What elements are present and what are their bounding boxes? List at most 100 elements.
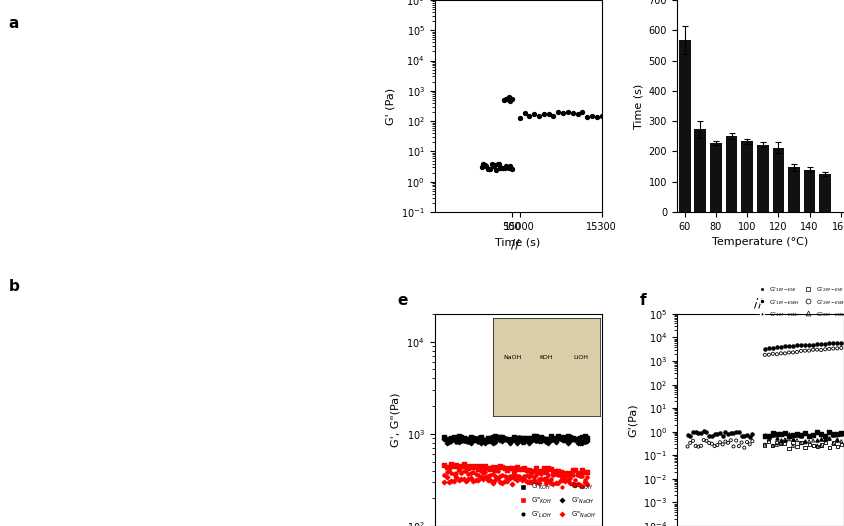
Point [503, 474, 517, 482]
Point [520, 436, 533, 444]
Point [520, 466, 533, 474]
Point [724, 429, 738, 437]
Point [581, 432, 594, 441]
Point [493, 436, 506, 444]
Point [787, 348, 800, 357]
Point [702, 439, 716, 447]
Point [471, 471, 484, 479]
Point [525, 434, 538, 443]
Bar [695, 129, 706, 212]
Point [803, 431, 816, 440]
Point [569, 481, 582, 490]
Point [571, 470, 584, 479]
Point [787, 441, 800, 450]
Point [595, 112, 609, 120]
Point [810, 441, 824, 450]
Point [489, 434, 502, 442]
Point [493, 436, 506, 444]
Point [554, 435, 567, 443]
Point [554, 476, 567, 484]
Point [774, 440, 787, 448]
Point [740, 431, 754, 439]
Point [559, 477, 572, 485]
Point [522, 434, 536, 442]
Point [798, 437, 812, 445]
Point [539, 479, 553, 487]
Point [450, 472, 463, 481]
Point [450, 434, 463, 443]
Point [551, 470, 565, 479]
Point [500, 436, 514, 444]
Point [778, 349, 792, 358]
Point [539, 436, 553, 444]
Text: //: // [511, 238, 520, 250]
Point [727, 442, 740, 451]
Point [515, 474, 528, 482]
Point [512, 474, 526, 482]
Point [542, 439, 555, 448]
Point [810, 436, 824, 444]
Point [484, 434, 497, 442]
Point [803, 437, 816, 446]
Point [464, 432, 478, 441]
Point [819, 340, 832, 348]
Point [542, 464, 555, 473]
Point [528, 467, 541, 475]
Point [492, 160, 506, 169]
Point [564, 479, 577, 487]
Legend: G'$_{KOH}$, G"$_{KOH}$, G'$_{LiOH}$, G"$_{LiOH}$, G'$_{NaOH}$, G"$_{NaOH}$: G'$_{KOH}$, G"$_{KOH}$, G'$_{LiOH}$, G"$… [513, 479, 598, 522]
Point [713, 429, 727, 437]
Point [814, 442, 828, 450]
Point [498, 464, 511, 472]
Point [534, 437, 548, 446]
Point [542, 470, 555, 479]
Point [489, 466, 502, 474]
Bar [710, 143, 722, 212]
Point [494, 164, 507, 173]
Point [486, 161, 500, 170]
Point [457, 460, 470, 469]
Point [806, 441, 820, 450]
Point [569, 436, 582, 444]
Point [479, 468, 492, 476]
Point [440, 435, 453, 443]
Point [488, 161, 501, 169]
Point [566, 480, 580, 489]
Point [554, 433, 567, 442]
Point [830, 436, 844, 444]
Point [503, 463, 517, 472]
Point [508, 467, 522, 475]
Point [532, 479, 545, 488]
Point [481, 437, 495, 446]
Point [469, 434, 483, 442]
Point [542, 437, 555, 446]
Point [457, 437, 470, 446]
Point [528, 476, 541, 484]
Point [484, 476, 497, 484]
Point [790, 430, 803, 439]
Point [490, 435, 504, 443]
Point [532, 434, 545, 442]
Point [566, 108, 580, 117]
Point [571, 439, 584, 447]
Point [525, 436, 538, 444]
Point [716, 440, 729, 449]
Point [445, 433, 458, 442]
Point [520, 471, 533, 479]
Point [826, 339, 840, 347]
Point [457, 474, 470, 483]
Point [700, 437, 713, 445]
Point [787, 438, 800, 447]
Point [473, 473, 487, 481]
Point [585, 112, 598, 120]
Point [697, 436, 711, 444]
Text: //: // [754, 297, 762, 310]
Point [477, 161, 490, 169]
Point [517, 472, 531, 480]
Point [447, 434, 461, 443]
Text: a: a [8, 16, 19, 31]
Point [459, 434, 473, 443]
Point [835, 437, 844, 446]
Point [778, 435, 792, 443]
Point [819, 345, 832, 353]
